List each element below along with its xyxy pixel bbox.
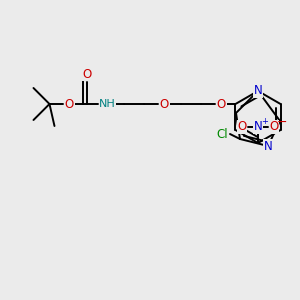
Text: Cl: Cl — [216, 128, 228, 140]
Text: N: N — [264, 140, 272, 152]
Text: O: O — [217, 98, 226, 110]
Text: O: O — [269, 121, 279, 134]
Text: N: N — [254, 85, 262, 98]
Text: O: O — [160, 98, 169, 110]
Text: N: N — [254, 121, 262, 134]
Text: −: − — [277, 116, 287, 128]
Text: O: O — [83, 68, 92, 80]
Text: O: O — [237, 121, 247, 134]
Text: +: + — [262, 118, 268, 127]
Text: O: O — [65, 98, 74, 110]
Text: NH: NH — [99, 99, 116, 109]
